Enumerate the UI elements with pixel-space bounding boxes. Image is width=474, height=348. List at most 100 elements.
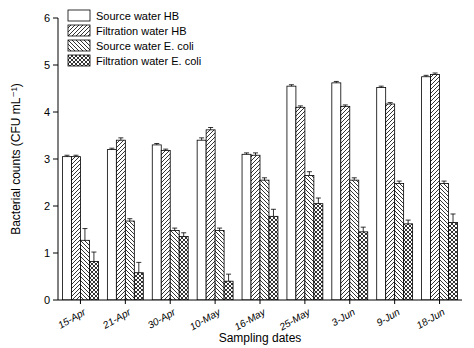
bar (62, 157, 71, 300)
bar (224, 281, 233, 300)
bar (305, 175, 314, 300)
error-bar (163, 149, 168, 150)
error-bar (244, 153, 249, 154)
error-bar (109, 148, 114, 149)
bar (449, 222, 458, 300)
bar (206, 130, 215, 300)
error-bar (334, 81, 339, 82)
y-axis-label: Bacterial counts (CFU mL⁻¹) (9, 83, 23, 235)
x-tick-label: 9-Jun (375, 306, 403, 328)
error-bar (343, 105, 348, 106)
x-axis-label: Sampling dates (219, 331, 302, 345)
legend-swatch (68, 10, 90, 21)
x-tick-label: 16-May (233, 306, 268, 333)
bar (341, 106, 350, 300)
y-tick-label: 6 (44, 12, 50, 24)
error-bar (73, 155, 78, 156)
y-tick-label: 0 (44, 294, 50, 306)
error-bar (217, 228, 222, 230)
bar (404, 224, 413, 300)
y-tick (53, 206, 58, 207)
bar (269, 216, 278, 300)
legend-swatch (68, 55, 90, 66)
bar (242, 154, 251, 300)
legend-label: Filtration water E. coli (96, 55, 201, 67)
x-tick (80, 300, 81, 304)
x-tick (125, 300, 126, 304)
bars (62, 73, 457, 300)
bar (287, 86, 296, 300)
y-tick-label: 4 (44, 106, 50, 118)
x-tick-label: 30-Apr (146, 306, 178, 331)
error-bar (397, 181, 402, 183)
error-bar (118, 138, 123, 140)
y-tick (53, 300, 58, 301)
x-tick-label: 18-Jun (415, 306, 447, 331)
error-bar (91, 252, 96, 261)
x-tick-label: 25-May (277, 306, 313, 333)
bar (107, 150, 116, 300)
bar (179, 237, 188, 300)
error-bar (181, 233, 186, 237)
y-tick (53, 18, 58, 19)
bar (422, 77, 431, 300)
x-tick-label: 3-Jun (330, 306, 358, 328)
error-bar (262, 178, 267, 180)
y-tick (53, 65, 58, 66)
legend-swatch (68, 40, 90, 51)
bar (251, 155, 260, 300)
x-tick (439, 300, 440, 304)
bar (386, 104, 395, 300)
error-bar (433, 73, 438, 74)
y-tick (53, 253, 58, 254)
bar (125, 221, 134, 300)
bar (314, 204, 323, 300)
error-bar (316, 198, 321, 204)
bar (116, 140, 125, 300)
error-bar (361, 227, 366, 232)
bar (332, 83, 341, 300)
error-bar (172, 228, 177, 230)
bar (395, 183, 404, 300)
bar (80, 240, 89, 300)
bar (152, 145, 161, 300)
bar (215, 230, 224, 300)
bar (431, 74, 440, 300)
x-tick (215, 300, 216, 304)
legend-label: Source water HB (96, 10, 179, 22)
x-tick-label: 21-Apr (100, 306, 133, 331)
error-bar (298, 106, 303, 107)
bar (197, 140, 206, 300)
y-tick-label: 5 (44, 59, 50, 71)
bar (377, 88, 386, 300)
error-bar (82, 229, 87, 241)
bar (359, 232, 368, 300)
y-tick-label: 1 (44, 247, 50, 259)
bar (260, 180, 269, 300)
error-bar (271, 209, 276, 216)
y-tick (53, 159, 58, 160)
x-tick (349, 300, 350, 304)
y-tick-label: 3 (44, 153, 50, 165)
bar (161, 151, 170, 300)
error-bar (127, 219, 132, 221)
y-tick (53, 112, 58, 113)
error-bar (451, 214, 456, 222)
x-tick-label: 10-May (188, 306, 223, 333)
x-tick (304, 300, 305, 304)
error-bar (388, 103, 393, 104)
error-bar (307, 172, 312, 176)
x-tick-label: 15-Apr (56, 306, 88, 331)
error-bar (253, 153, 258, 155)
error-bar (352, 178, 357, 180)
error-bar (136, 262, 141, 272)
legend-label: Filtration water HB (96, 25, 186, 37)
bar (350, 180, 359, 300)
legend-label: Source water E. coli (96, 40, 194, 52)
error-bar (379, 86, 384, 87)
error-bar (199, 138, 204, 140)
y-tick-label: 2 (44, 200, 50, 212)
legend: Source water HB Filtration water HB Source… (68, 10, 201, 67)
error-bar (424, 75, 429, 76)
error-bar (154, 143, 159, 144)
